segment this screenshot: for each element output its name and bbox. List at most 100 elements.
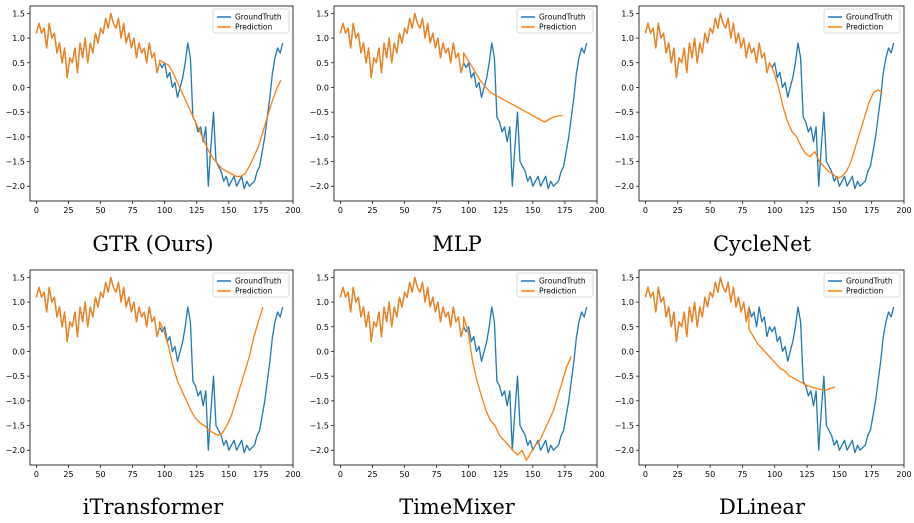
plot-frame xyxy=(29,5,294,202)
y-tick-label: 0.5 xyxy=(621,323,634,332)
y-tick-label: −2.0 xyxy=(6,446,25,455)
y-tick-label: −0.5 xyxy=(615,108,634,117)
legend-label-prediction: Prediction xyxy=(846,23,884,32)
x-tick-label: 150 xyxy=(832,470,847,479)
x-tick-label: 0 xyxy=(338,470,343,479)
plot-frame xyxy=(638,269,905,466)
legend-label-prediction: Prediction xyxy=(235,23,273,32)
y-tick-label: 1.5 xyxy=(316,273,329,282)
x-tick-label: 100 xyxy=(461,206,476,215)
x-tick-label: 75 xyxy=(128,206,138,215)
y-tick-label: −1.5 xyxy=(615,158,634,167)
y-tick-label: −1.0 xyxy=(615,133,634,142)
ground-truth-line xyxy=(35,276,284,454)
y-tick-label: 0.0 xyxy=(316,347,329,356)
y-tick-label: −1.0 xyxy=(6,397,25,406)
panel-caption: MLP xyxy=(432,232,482,256)
y-tick-label: −0.5 xyxy=(6,372,25,381)
y-tick-label: 1.5 xyxy=(621,9,634,18)
x-tick-label: 0 xyxy=(643,470,648,479)
ground-truth-line xyxy=(339,276,588,454)
ground-truth-line xyxy=(339,12,588,190)
y-tick-label: −1.5 xyxy=(310,422,329,431)
plot-frame xyxy=(333,5,598,202)
panel-caption: GTR (Ours) xyxy=(92,232,213,256)
y-tick-label: −1.0 xyxy=(310,397,329,406)
y-tick-label: 0.5 xyxy=(621,59,634,68)
y-tick-label: 0.0 xyxy=(621,347,634,356)
x-tick-label: 0 xyxy=(34,470,39,479)
panel-caption: TimeMixer xyxy=(399,495,516,519)
plot-frame xyxy=(638,5,905,202)
y-tick-label: 0.0 xyxy=(12,347,25,356)
x-tick-label: 150 xyxy=(525,206,540,215)
x-tick-label: 25 xyxy=(63,206,73,215)
x-tick-label: 125 xyxy=(493,206,508,215)
x-tick-label: 175 xyxy=(557,470,572,479)
x-tick-label: 50 xyxy=(705,206,715,215)
y-tick-label: −0.5 xyxy=(6,108,25,117)
x-tick-label: 25 xyxy=(367,470,377,479)
y-tick-label: 1.5 xyxy=(12,9,25,18)
y-tick-label: −1.5 xyxy=(310,158,329,167)
legend-label-ground-truth: GroundTruth xyxy=(846,277,893,286)
x-tick-label: 50 xyxy=(705,470,715,479)
x-tick-label: 150 xyxy=(525,470,540,479)
chart-panel: 0 25 50 75 100 125 150 175 200 −2.0 −1.5 −1.0 −0.5 0.… xyxy=(310,5,605,256)
prediction-line xyxy=(339,12,563,123)
x-tick-label: 175 xyxy=(253,470,268,479)
chart-panel: 0 25 50 75 100 125 150 175 200 −2.0 −1.5 −1.0 −0.5 0.… xyxy=(310,269,605,519)
x-tick-label: 125 xyxy=(189,206,204,215)
prediction-line xyxy=(35,12,282,177)
x-tick-label: 50 xyxy=(95,206,105,215)
x-tick-label: 100 xyxy=(461,470,476,479)
x-tick-label: 200 xyxy=(589,206,604,215)
x-tick-label: 200 xyxy=(285,470,300,479)
legend-label-prediction: Prediction xyxy=(539,23,577,32)
ground-truth-line xyxy=(644,12,895,190)
y-tick-label: −1.5 xyxy=(6,422,25,431)
x-tick-label: 25 xyxy=(673,206,683,215)
legend-box xyxy=(823,8,901,34)
y-tick-label: 1.5 xyxy=(621,273,634,282)
x-tick-label: 200 xyxy=(896,470,911,479)
x-tick-label: 125 xyxy=(799,206,814,215)
plot-frame xyxy=(29,269,294,466)
legend-box xyxy=(516,8,594,34)
panel-caption: DLinear xyxy=(719,495,806,519)
x-tick-label: 175 xyxy=(253,206,268,215)
x-tick-label: 25 xyxy=(673,470,683,479)
plot-frame xyxy=(333,269,598,466)
y-tick-label: −2.0 xyxy=(615,182,634,191)
legend-box xyxy=(212,272,290,298)
x-tick-label: 50 xyxy=(399,206,409,215)
legend-label-ground-truth: GroundTruth xyxy=(539,277,586,286)
y-tick-label: 1.0 xyxy=(12,34,25,43)
y-tick-label: −0.5 xyxy=(310,108,329,117)
y-tick-label: 1.0 xyxy=(621,34,634,43)
x-tick-label: 25 xyxy=(63,470,73,479)
y-tick-label: −1.5 xyxy=(6,158,25,167)
x-tick-label: 100 xyxy=(767,206,782,215)
y-tick-label: 1.0 xyxy=(621,298,634,307)
x-tick-label: 25 xyxy=(367,206,377,215)
y-tick-label: 1.0 xyxy=(12,298,25,307)
x-tick-label: 125 xyxy=(799,470,814,479)
y-tick-label: 1.0 xyxy=(316,298,329,307)
x-tick-label: 200 xyxy=(896,206,911,215)
x-tick-label: 150 xyxy=(832,206,847,215)
x-tick-label: 50 xyxy=(399,470,409,479)
chart-panel: 0 25 50 75 100 125 150 175 200 −2.0 −1.5 −1.0 −0.5 0.… xyxy=(615,5,912,256)
prediction-line xyxy=(644,12,884,180)
prediction-line xyxy=(35,276,264,437)
prediction-line xyxy=(339,276,572,461)
y-tick-label: 0.0 xyxy=(12,83,25,92)
y-tick-label: −2.0 xyxy=(6,182,25,191)
x-tick-label: 125 xyxy=(189,470,204,479)
y-tick-label: −1.0 xyxy=(615,397,634,406)
x-tick-label: 0 xyxy=(643,206,648,215)
